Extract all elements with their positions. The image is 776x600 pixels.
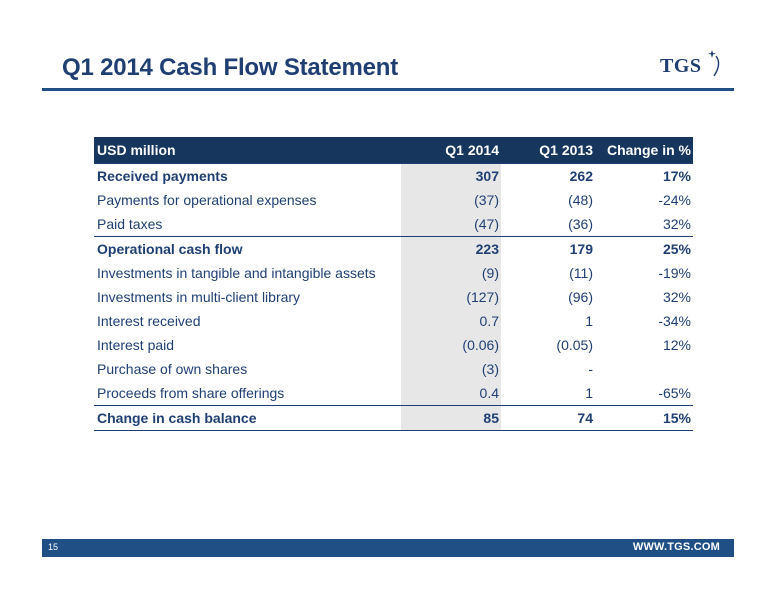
cell-change: 32%	[662, 216, 691, 232]
row-label: Change in cash balance	[94, 405, 401, 431]
cell-change: 12%	[662, 337, 691, 353]
logo-star-icon	[708, 50, 720, 77]
tgs-logo: TGS	[660, 46, 726, 82]
cell-q1-2013: 1	[585, 313, 593, 329]
footer-bar: 15 WWW.TGS.COM	[42, 539, 734, 557]
table-row: Investments in multi-client library (127)…	[94, 285, 693, 309]
cell-q1-2014: (37)	[401, 188, 501, 212]
cell-q1-2013: (36)	[568, 216, 593, 232]
cell-q1-2014: (0.06)	[401, 333, 501, 357]
cell-q1-2014: 0.7	[401, 309, 501, 333]
row-label: Investments in multi-client library	[97, 289, 301, 305]
footer-url: WWW.TGS.COM	[632, 541, 720, 553]
table-row: Purchase of own shares (3) -	[94, 357, 693, 381]
logo-text: TGS	[660, 55, 702, 77]
header-q1-2013: Q1 2013	[501, 137, 595, 164]
cell-q1-2013: (0.05)	[556, 337, 593, 353]
cell-change: -24%	[658, 192, 691, 208]
cell-q1-2014: (47)	[401, 212, 501, 237]
cell-q1-2014: (3)	[401, 357, 501, 381]
header-q1-2014: Q1 2014	[401, 137, 501, 164]
table-row: Payments for operational expenses (37) (48…	[94, 188, 693, 212]
page-number: 15	[48, 542, 59, 552]
cell-q1-2013: -	[588, 361, 593, 377]
cell-change: 25%	[595, 236, 693, 261]
cell-q1-2013: 74	[501, 405, 595, 431]
cell-q1-2013: (48)	[568, 192, 593, 208]
row-label: Payments for operational expenses	[97, 192, 317, 208]
cell-q1-2014: 0.4	[401, 381, 501, 406]
row-label: Investments in tangible and intangible a…	[97, 265, 376, 281]
table-row: Interest paid (0.06) (0.05) 12%	[94, 333, 693, 357]
header-change: Change in %	[595, 137, 693, 164]
cell-change: 17%	[595, 163, 693, 188]
row-label: Proceeds from share offerings	[97, 385, 285, 401]
cell-q1-2013: 1	[585, 385, 593, 401]
cell-q1-2014: (9)	[401, 261, 501, 285]
table-row: Received payments 307 262 17%	[94, 163, 693, 188]
row-label: Interest paid	[97, 337, 175, 353]
cell-change: 15%	[595, 405, 693, 431]
table-row: Operational cash flow 223 179 25%	[94, 236, 693, 261]
title-rule	[42, 88, 734, 91]
cell-change: -65%	[658, 385, 691, 401]
cell-q1-2014: (127)	[401, 285, 501, 309]
cell-q1-2013: 179	[501, 236, 595, 261]
cell-q1-2013: (11)	[569, 265, 593, 281]
table-row: Paid taxes (47) (36) 32%	[94, 212, 693, 237]
cell-change	[595, 357, 693, 381]
cash-flow-table: USD million Q1 2014 Q1 2013 Change in % …	[94, 137, 693, 431]
cell-q1-2014: 85	[401, 405, 501, 431]
table-row: Interest received 0.7 1 -34%	[94, 309, 693, 333]
table-header-row: USD million Q1 2014 Q1 2013 Change in %	[94, 137, 693, 164]
header-usd-million: USD million	[94, 137, 401, 164]
table-row: Change in cash balance 85 74 15%	[94, 405, 693, 431]
cell-change: -34%	[658, 313, 691, 329]
cell-change: -19%	[658, 265, 691, 281]
slide-title: Q1 2014 Cash Flow Statement	[62, 54, 399, 81]
cell-q1-2014: 223	[401, 236, 501, 261]
row-label: Received payments	[94, 163, 401, 188]
row-label: Purchase of own shares	[97, 361, 248, 377]
cell-q1-2014: 307	[401, 163, 501, 188]
table-row: Proceeds from share offerings 0.4 1 -65%	[94, 381, 693, 406]
cell-q1-2013: 262	[501, 163, 595, 188]
row-label: Interest received	[97, 313, 201, 329]
row-label: Operational cash flow	[94, 236, 401, 261]
table-row: Investments in tangible and intangible a…	[94, 261, 693, 285]
cell-change: 32%	[662, 289, 691, 305]
cell-q1-2013: (96)	[568, 289, 593, 305]
row-label: Paid taxes	[97, 216, 163, 232]
